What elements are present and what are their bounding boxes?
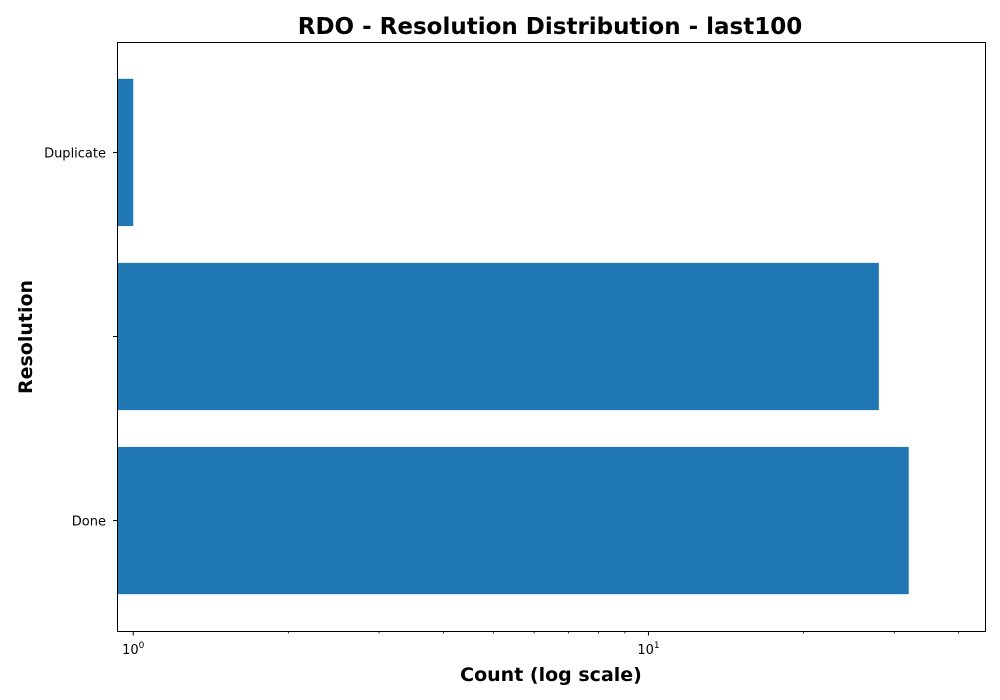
chart-title: RDO - Resolution Distribution - last100: [298, 14, 802, 40]
bar-done: [117, 446, 909, 595]
y-tick-label: Duplicate: [44, 146, 106, 161]
bars-group: [117, 78, 909, 595]
x-axis: 100 101: [122, 631, 960, 658]
bar-unlabeled: [117, 262, 879, 411]
x-axis-label: Count (log scale): [460, 664, 642, 686]
y-axis-label: Resolution: [15, 280, 37, 394]
y-axis: Duplicate Done: [44, 146, 117, 530]
y-tick-label: Done: [72, 515, 106, 530]
plot-frame: [117, 42, 986, 632]
bar-duplicate: [117, 78, 134, 227]
x-tick-label: 100: [122, 641, 145, 658]
x-tick-label: 101: [637, 641, 659, 658]
